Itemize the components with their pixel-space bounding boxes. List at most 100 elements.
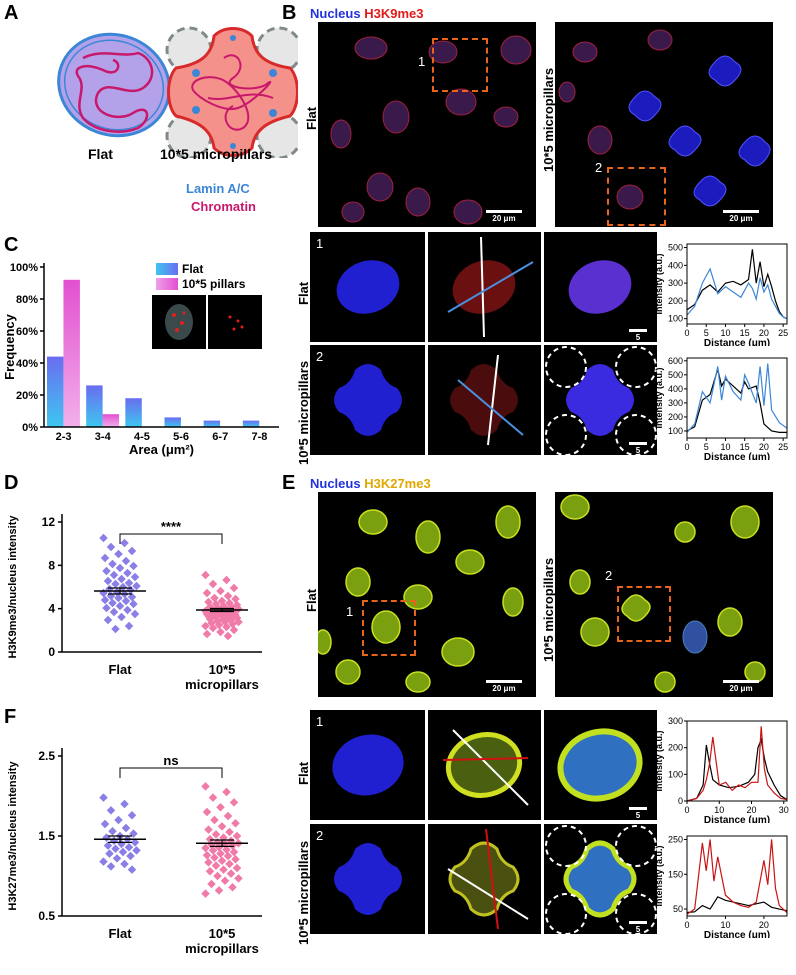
y-axis-label: Frequency bbox=[2, 313, 17, 380]
y-tick-label: 100 bbox=[668, 314, 683, 324]
data-point bbox=[228, 882, 237, 892]
y-tick-label: 4 bbox=[48, 602, 55, 616]
data-point bbox=[208, 793, 218, 802]
scalebar-label: 5 μm bbox=[635, 811, 641, 820]
x-axis-label: Distance (μm) bbox=[704, 930, 770, 938]
data-point bbox=[226, 869, 236, 878]
panel-b-header: Nucleus H3K9me3 bbox=[310, 6, 423, 21]
roi-box-1 bbox=[432, 38, 488, 92]
data-point bbox=[220, 876, 230, 886]
y-axis-label: H3K27me3/nucleus intensity bbox=[7, 761, 19, 911]
y-tick-label: 200 bbox=[668, 743, 683, 753]
scalebar-label: 5 μm bbox=[635, 333, 641, 342]
data-point bbox=[120, 859, 129, 869]
zoom-index-2: 2 bbox=[316, 828, 324, 843]
panel-f-label: F bbox=[4, 706, 17, 728]
data-point bbox=[205, 866, 215, 876]
series-line-0 bbox=[686, 896, 788, 914]
panel-e-header: Nucleus H3K27me3 bbox=[310, 476, 431, 491]
data-point bbox=[130, 572, 140, 582]
x-tick-label: 20 bbox=[759, 920, 769, 930]
data-point bbox=[231, 854, 240, 864]
micrograph-e-pillar: 2 20 μm bbox=[555, 492, 773, 697]
x-tick-label: 7-8 bbox=[251, 431, 267, 443]
data-point bbox=[124, 842, 134, 852]
data-point bbox=[99, 793, 108, 802]
data-point bbox=[225, 827, 234, 837]
zoom-e2-h3k27 bbox=[428, 824, 541, 934]
y-tick-label: 400 bbox=[668, 260, 683, 270]
cells-b-flat bbox=[330, 35, 532, 225]
plot-frame bbox=[686, 243, 788, 325]
data-point bbox=[232, 863, 242, 873]
h3k9me3-channel-label: H3K9me3 bbox=[364, 6, 424, 21]
row-label-flat: Flat bbox=[304, 106, 319, 130]
data-point bbox=[217, 856, 227, 866]
legend-swatch-flat bbox=[156, 263, 178, 275]
data-point bbox=[210, 815, 219, 825]
y-tick-label: 1.5 bbox=[38, 829, 55, 843]
x-tick-label: 10*5 bbox=[209, 662, 236, 677]
data-point bbox=[231, 818, 240, 828]
x-tick-label: 15 bbox=[740, 328, 750, 338]
data-point bbox=[129, 561, 138, 571]
y-tick-label: 100 bbox=[668, 769, 683, 779]
y-axis-label: H3K9me3/nucleus intensity bbox=[7, 515, 19, 659]
series-line-1 bbox=[686, 267, 788, 320]
y-tick-label: 20% bbox=[16, 390, 38, 402]
x-tick-label: Flat bbox=[108, 926, 132, 941]
x-tick-label: 0 bbox=[684, 442, 689, 452]
bar-flat-4-5 bbox=[125, 398, 142, 427]
data-point bbox=[202, 629, 212, 639]
zoom-e2-merge: 5 μm bbox=[544, 824, 657, 934]
data-point bbox=[208, 579, 218, 589]
x-tick-label: 30 bbox=[779, 805, 789, 815]
y-tick-label: 0% bbox=[22, 422, 38, 434]
scalebar-label: 20 μm bbox=[729, 214, 753, 223]
y-tick-label: 400 bbox=[668, 384, 683, 394]
data-point bbox=[210, 853, 219, 862]
bar-pillar-3-4 bbox=[102, 414, 120, 427]
roi-box-1 bbox=[362, 600, 416, 656]
scalebar-20um: 20 μm bbox=[486, 210, 522, 223]
data-point bbox=[211, 830, 221, 839]
data-point bbox=[201, 782, 210, 791]
series-line-0 bbox=[686, 366, 787, 433]
zoom-row-label-flat: Flat bbox=[296, 281, 311, 305]
zoom-index-2: 2 bbox=[316, 349, 324, 364]
y-tick-label: 600 bbox=[668, 356, 683, 366]
scalebar-5um: 5 μm bbox=[629, 329, 647, 342]
y-tick-label: 80% bbox=[16, 294, 38, 306]
zoom-row-label-pillar: 10*5 micropillars bbox=[296, 360, 311, 465]
zoom-b2-h3k9 bbox=[428, 345, 541, 455]
x-tick-label: 25 bbox=[778, 442, 788, 452]
data-point bbox=[127, 546, 137, 556]
data-point bbox=[114, 549, 123, 559]
x-tick-label: micropillars bbox=[185, 941, 259, 956]
x-axis-label: Area (μm²) bbox=[129, 442, 194, 457]
data-point bbox=[106, 862, 116, 871]
y-tick-label: 150 bbox=[668, 869, 683, 879]
legend-item-pillar: 10*5 pillars bbox=[156, 277, 245, 291]
data-point bbox=[223, 591, 233, 601]
data-point bbox=[202, 850, 212, 860]
data-point bbox=[123, 605, 132, 615]
y-tick-label: 0.5 bbox=[38, 909, 55, 923]
data-point bbox=[100, 553, 110, 563]
micrograph-b-pillar: 2 20 μm bbox=[555, 22, 773, 227]
h3k27me3-channel-label: H3K27me3 bbox=[364, 476, 431, 491]
data-point bbox=[117, 574, 126, 584]
data-point bbox=[217, 822, 227, 831]
data-point bbox=[201, 889, 210, 898]
x-tick-label: 10 bbox=[714, 805, 724, 815]
data-point bbox=[234, 874, 243, 883]
diagram-pillar-label: 10*5 micropillars bbox=[160, 146, 273, 162]
legend-text-pillar: 10*5 pillars bbox=[182, 277, 246, 291]
data-point bbox=[115, 563, 125, 573]
x-axis-label: Distance (μm) bbox=[704, 338, 770, 346]
y-tick-label: 500 bbox=[668, 243, 683, 253]
data-point bbox=[214, 886, 224, 895]
